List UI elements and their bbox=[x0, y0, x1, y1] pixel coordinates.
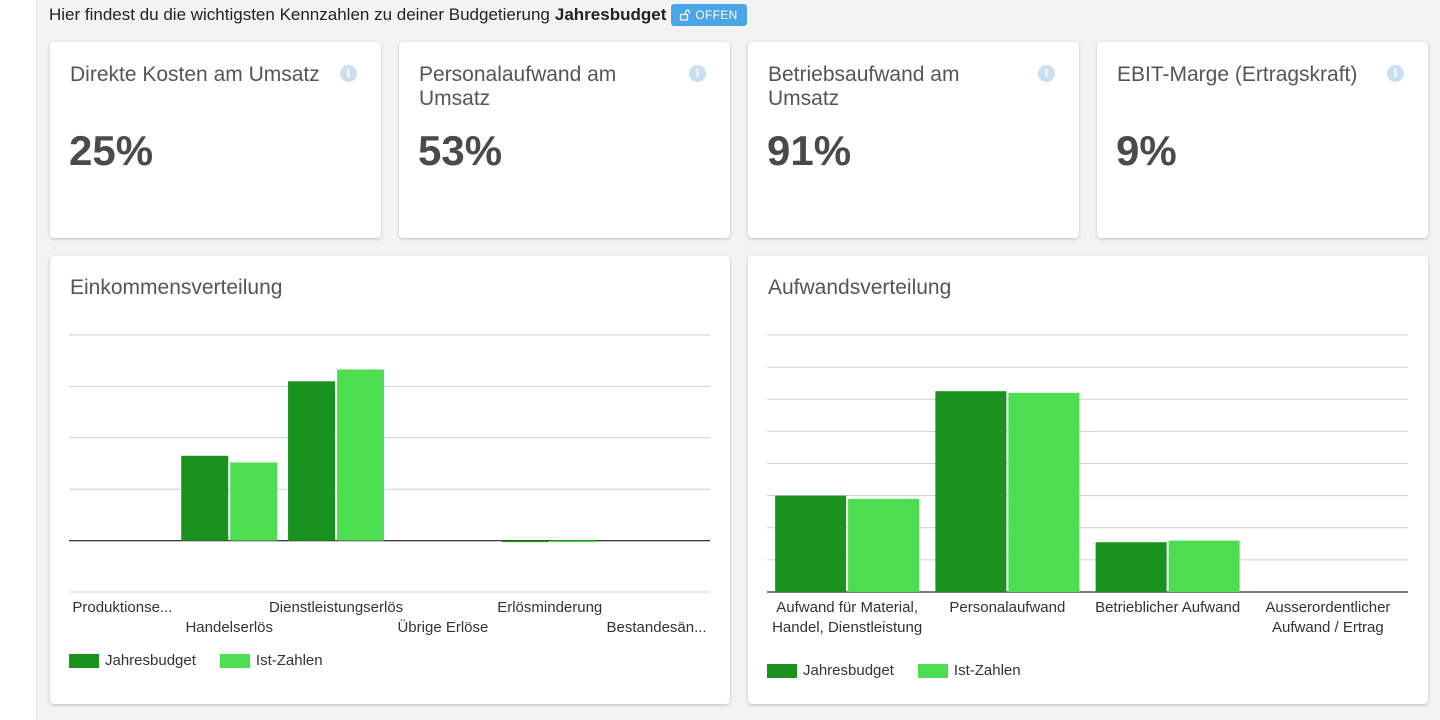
kpi-card-direct-costs: Direkte Kosten am Umsatz i 25% bbox=[50, 42, 381, 238]
legend-item-actual[interactable]: Ist-Zahlen bbox=[219, 652, 323, 669]
chart-legend: Jahresbudget Ist-Zahlen bbox=[69, 652, 347, 669]
legend-item-budget[interactable]: Jahresbudget bbox=[767, 662, 894, 679]
x-tick-label: Aufwand für Material, Handel, Dienstleist… bbox=[772, 599, 922, 636]
x-tick-label: Handelserlös bbox=[185, 619, 273, 636]
x-tick-label: Betrieblicher Aufwand bbox=[1095, 599, 1240, 616]
info-icon[interactable]: i bbox=[689, 65, 706, 82]
bar-actual-4[interactable] bbox=[550, 540, 598, 543]
kpi-card-operating: Betriebsaufwand am Umsatz i 91% bbox=[748, 42, 1079, 238]
bar-budget-1[interactable] bbox=[181, 455, 229, 541]
budget-name: Jahresbudget bbox=[554, 5, 667, 24]
status-badge-label: OFFEN bbox=[695, 8, 738, 22]
bar-actual-2[interactable] bbox=[337, 369, 385, 541]
chart-card-expense: Aufwandsverteilung Aufwand für Material,… bbox=[748, 256, 1428, 704]
info-icon[interactable]: i bbox=[1038, 65, 1055, 82]
kpi-card-ebit: EBIT-Marge (Ertragskraft) i 9% bbox=[1097, 42, 1428, 238]
legend-item-actual[interactable]: Ist-Zahlen bbox=[917, 662, 1021, 679]
x-tick-label: Übrige Erlöse bbox=[397, 618, 488, 636]
left-sidebar bbox=[0, 0, 37, 720]
x-tick-label: Dienstleistungserlös bbox=[269, 599, 403, 616]
x-tick-label: Erlösminderung bbox=[497, 599, 602, 616]
kpi-card-personnel: Personalaufwand am Umsatz i 53% bbox=[399, 42, 730, 238]
chart-card-income: Einkommensverteilung Produktionse... Hand… bbox=[50, 256, 730, 704]
chart-title: Aufwandsverteilung bbox=[768, 276, 952, 299]
income-chart: Produktionse... Handelserlös Dienstleistun… bbox=[69, 334, 710, 636]
chart-title: Einkommensverteilung bbox=[70, 276, 283, 299]
status-badge[interactable]: OFFEN bbox=[671, 4, 747, 26]
bar-actual-0[interactable] bbox=[848, 498, 920, 592]
intro-line: Hier findest du die wichtigsten Kennzahl… bbox=[49, 4, 747, 26]
bar-actual-2[interactable] bbox=[1168, 540, 1240, 592]
kpi-title: EBIT-Marge (Ertragskraft) bbox=[1117, 63, 1358, 86]
unlock-icon bbox=[680, 9, 691, 21]
bar-budget-2[interactable] bbox=[288, 381, 336, 541]
x-tick-label: Produktionse... bbox=[72, 599, 172, 616]
x-tick-label: Ausserordentlicher Aufwand / Ertrag bbox=[1265, 599, 1390, 636]
kpi-value: 9% bbox=[1116, 127, 1177, 174]
x-tick-label: Bestandesän... bbox=[607, 619, 707, 636]
bar-budget-4[interactable] bbox=[501, 540, 549, 543]
bar-budget-0[interactable] bbox=[775, 495, 847, 592]
info-icon[interactable]: i bbox=[340, 65, 357, 82]
bar-actual-1[interactable] bbox=[230, 462, 278, 541]
expense-chart: Aufwand für Material, Handel, Dienstleist… bbox=[767, 334, 1408, 636]
bar-actual-1[interactable] bbox=[1008, 392, 1080, 592]
kpi-value: 25% bbox=[69, 127, 154, 174]
kpi-title: Personalaufwand am Umsatz bbox=[419, 63, 617, 110]
kpi-value: 53% bbox=[418, 127, 503, 174]
kpi-title: Betriebsaufwand am Umsatz bbox=[768, 63, 960, 110]
chart-legend: Jahresbudget Ist-Zahlen bbox=[767, 662, 1045, 679]
kpi-value: 91% bbox=[767, 127, 852, 174]
legend-item-budget[interactable]: Jahresbudget bbox=[69, 652, 196, 669]
x-tick-label: Personalaufwand bbox=[949, 599, 1065, 616]
info-icon[interactable]: i bbox=[1387, 65, 1404, 82]
bar-budget-2[interactable] bbox=[1095, 542, 1167, 592]
intro-text: Hier findest du die wichtigsten Kennzahl… bbox=[49, 5, 550, 24]
bar-budget-1[interactable] bbox=[935, 391, 1007, 592]
kpi-title: Direkte Kosten am Umsatz bbox=[70, 63, 320, 86]
